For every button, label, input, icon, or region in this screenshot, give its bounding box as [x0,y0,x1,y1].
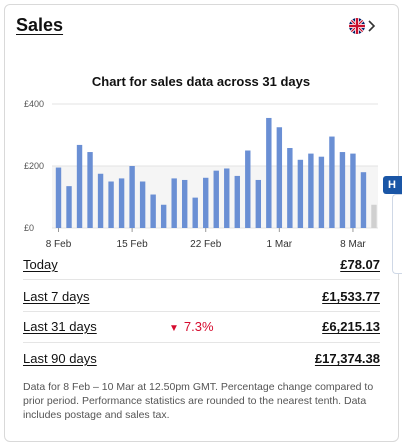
divider [23,311,380,312]
chevron-right-icon[interactable] [367,17,377,35]
chart-bar[interactable] [297,159,304,228]
side-tab[interactable]: H [383,176,402,194]
chart-bar[interactable] [108,181,114,229]
chart-bar[interactable] [255,179,262,228]
stat-label-31-days[interactable]: Last 31 days [23,319,97,334]
y-tick-label: £0 [24,223,34,233]
sales-title[interactable]: Sales [16,15,64,35]
chart-bar[interactable] [329,136,335,228]
x-tick-label: 22 Feb [190,239,222,250]
stat-row-today: Today £78.07 [23,253,380,279]
stat-label-7-days[interactable]: Last 7 days [23,289,90,304]
side-panel[interactable] [392,194,402,274]
chart-bar[interactable] [350,153,356,228]
chart-bar[interactable] [97,173,104,228]
chart-bar[interactable] [129,166,135,228]
chart-bar[interactable] [245,150,251,229]
stat-value-90-days[interactable]: £17,374.38 [314,351,380,366]
chart-bar[interactable] [224,168,230,228]
chart-bar[interactable] [360,172,367,228]
chart-bar[interactable] [266,117,272,228]
y-tick-label: £400 [24,99,44,109]
chart-bar[interactable] [371,204,377,228]
chart-bar[interactable] [87,152,93,228]
percent-change-value: 7.3% [183,319,214,334]
chart-bar[interactable] [139,181,146,229]
y-tick-label: £200 [24,161,44,171]
chart-title: Chart for sales data across 31 days [91,74,311,89]
chart-bar[interactable] [55,167,62,228]
chart-bar[interactable] [276,127,283,228]
chart-bar[interactable] [318,156,325,228]
stat-value-7-days[interactable]: £1,533.77 [322,289,380,304]
uk-flag-icon[interactable] [349,18,365,34]
stat-row-7-days: Last 7 days £1,533.77 [23,285,380,311]
divider [23,342,380,343]
chart-bar[interactable] [118,178,125,228]
down-arrow-icon: ▼ [169,323,179,334]
chart-bar[interactable] [66,186,72,228]
chart-bar[interactable] [339,152,346,228]
chart-bar[interactable] [308,153,314,228]
chart-bar[interactable] [234,175,240,228]
stat-value-31-days[interactable]: £6,215.13 [322,319,380,334]
stat-row-31-days: Last 31 days ▼ 7.3% £6,215.13 [23,315,380,341]
chart-bar[interactable] [150,194,156,228]
x-tick-label: 8 Mar [340,239,366,250]
chart-bar[interactable] [76,144,83,228]
chart-bar[interactable] [287,148,293,228]
chart-bar[interactable] [192,197,198,228]
stat-label-today[interactable]: Today [23,257,58,272]
x-tick-label: 15 Feb [117,239,149,250]
x-tick-label: 8 Feb [46,239,72,250]
percent-change: ▼ 7.3% [169,319,214,334]
chart-bar[interactable] [203,177,209,228]
divider [23,279,380,280]
x-tick-label: 1 Mar [267,239,293,250]
chart-bar[interactable] [181,179,188,228]
stat-label-90-days[interactable]: Last 90 days [23,351,97,366]
chart-bar[interactable] [171,178,177,228]
chart-bar[interactable] [213,170,219,228]
sales-bar-chart: £400 £200 £0 8 Feb 15 Feb 22 Feb 1 Mar 8 Mar [24,99,378,250]
footnote: Data for 8 Feb – 10 Mar at 12.50pm GMT. … [23,381,374,421]
stat-row-90-days: Last 90 days £17,374.38 [23,347,380,373]
chart-bar[interactable] [160,204,167,228]
stat-value-today[interactable]: £78.07 [340,257,380,272]
